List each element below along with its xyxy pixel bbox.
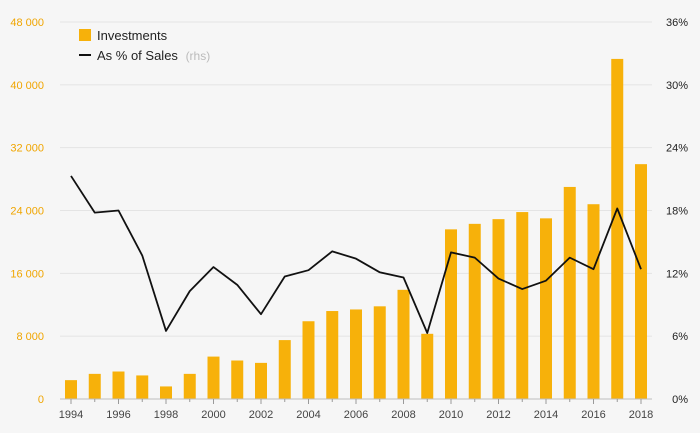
investment-bar (65, 380, 77, 399)
investment-bar (112, 371, 125, 399)
right-axis-tick-label: 18% (666, 206, 688, 218)
investment-bar (445, 229, 457, 399)
left-axis-tick-label: 24 000 (10, 206, 44, 218)
x-axis-tick-label: 2000 (201, 409, 225, 421)
investment-bar (611, 58, 624, 400)
investment-bar (136, 375, 149, 399)
investment-bar (278, 340, 291, 399)
investment-bar (302, 321, 315, 399)
x-axis-tick-label: 2012 (486, 409, 510, 421)
x-axis-tick-label: 2016 (581, 409, 605, 421)
legend: Investments As % of Sales (rhs) (79, 28, 210, 63)
x-axis-tick-label: 1994 (59, 409, 83, 421)
x-axis-tick-label: 2018 (629, 409, 653, 421)
legend-line-label: As % of Sales (97, 48, 178, 63)
right-axis-tick-label: 6% (672, 331, 688, 343)
x-axis-tick-label: 2004 (296, 409, 320, 421)
investment-bar (516, 212, 529, 399)
legend-line-suffix: (rhs) (186, 49, 211, 63)
right-axis-tick-label: 36% (666, 17, 688, 29)
left-axis-tick-label: 40 000 (10, 80, 44, 92)
investment-bar (255, 362, 267, 399)
investment-bar (207, 356, 220, 399)
grid (60, 21, 652, 400)
investment-bar (160, 386, 172, 399)
investment-bar (468, 223, 481, 399)
investment-bars (65, 58, 647, 400)
left-axis-tick-label: 0 (38, 394, 44, 406)
x-axis-tick-label: 2008 (391, 409, 415, 421)
investment-bar (373, 306, 386, 399)
legend-bar-label: Investments (97, 28, 168, 43)
x-axis-tick-label: 2002 (249, 409, 273, 421)
left-axis-tick-label: 8 000 (16, 331, 44, 343)
investment-bar (587, 204, 600, 399)
investment-bar (421, 333, 434, 399)
x-axis-tick-label: 1998 (154, 409, 178, 421)
right-axis-tick-label: 30% (666, 80, 688, 92)
x-axis-tick-label: 2010 (439, 409, 463, 421)
legend-line-label-group: As % of Sales (rhs) (97, 48, 210, 63)
x-axis-tick-label: 2006 (344, 409, 368, 421)
left-axis-tick-label: 32 000 (10, 143, 44, 155)
investment-bar (326, 311, 339, 399)
investment-bar (635, 164, 647, 399)
investment-bar (540, 218, 552, 399)
investment-bar (563, 186, 576, 399)
right-axis-tick-label: 12% (666, 268, 688, 280)
right-axis-tick-label: 24% (666, 143, 688, 155)
investment-bar (492, 219, 505, 399)
investment-bar (231, 360, 244, 399)
x-axis-tick-label: 2014 (534, 409, 558, 421)
left-axis-tick-label: 16 000 (10, 268, 44, 280)
x-axis-tick-label: 1996 (106, 409, 130, 421)
investment-bar (183, 373, 196, 399)
percent-of-sales-line (70, 175, 642, 334)
right-axis-tick-label: 0% (672, 394, 688, 406)
investment-bar (350, 309, 362, 399)
legend-bar-swatch (79, 29, 91, 41)
left-axis-tick-label: 48 000 (10, 17, 44, 29)
investment-bar (88, 373, 101, 399)
axes: 0 8 000 16 000 24 000 32 000 40 000 48 000 0% 6%… (10, 17, 688, 421)
investment-bar (397, 289, 410, 399)
